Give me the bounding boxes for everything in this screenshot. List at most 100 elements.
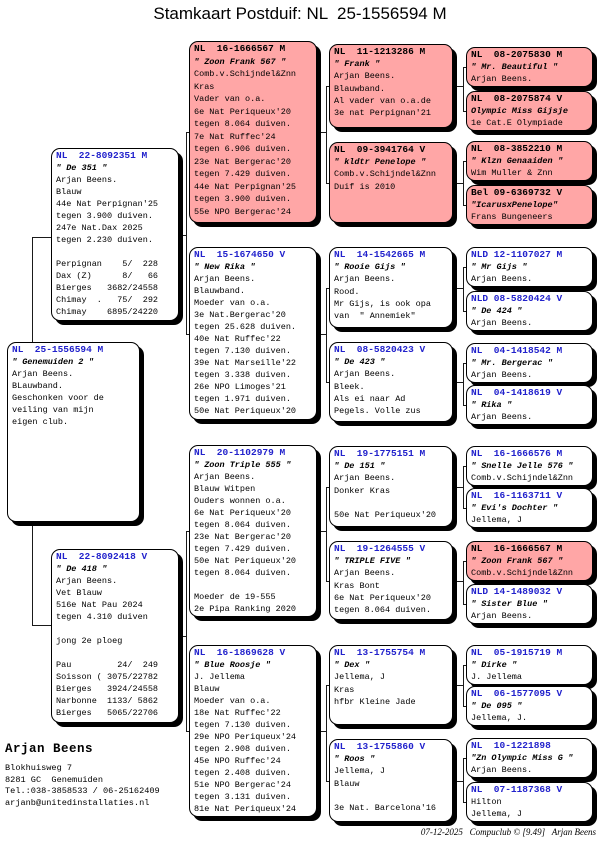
ring-number: NLD 08-5820424 V xyxy=(471,293,563,304)
connector-line xyxy=(186,531,189,533)
bird-info-line: BLauwband. xyxy=(12,381,64,391)
great-great-grandparent-box-15: NL 10-1221898 "Zn Olympic Miss G " Arjan B… xyxy=(466,738,593,778)
connector-line xyxy=(462,466,466,468)
bird-info-line: Al vader van o.a.de xyxy=(334,95,431,106)
bird-info-line xyxy=(56,246,175,258)
bird-info-line: Perpignan 5/ 228 xyxy=(56,259,159,269)
connector-line xyxy=(325,287,327,382)
bird-info-line: Als ei naar Ad xyxy=(334,393,406,404)
connector-line xyxy=(462,363,466,365)
connector-line xyxy=(325,780,329,782)
bird-info-line: tegen 2.908 duiven. xyxy=(194,744,291,754)
connector-line xyxy=(179,234,186,236)
great-great-grandparent-box-1: NL 08-2075830 M " Mr. Beautiful " Arjan Be… xyxy=(466,47,593,87)
bird-info-line: Chimay 6895/24220 xyxy=(56,307,159,317)
ring-number: NL 08-2075830 M xyxy=(471,49,563,60)
great-great-grandparent-box-10: NL 16-1163711 V " Evi's Dochter " Jellema,… xyxy=(466,488,593,528)
bird-info-line: Bleek. xyxy=(334,381,365,392)
footer-credit: 07-12-2025 Compuclub © [9.49] Arjan Been… xyxy=(420,827,596,837)
bird-name: " Mr Gijs " xyxy=(471,262,528,272)
bird-info-line: tegen 3.131 duiven. xyxy=(194,792,291,802)
bird-info-line: veiling van mijn xyxy=(12,405,94,415)
owner-address: Blokhuisweg 7 8281 GC Genemuiden Tel.:038-… xyxy=(5,763,160,809)
bird-info-line: Arjan Beens. xyxy=(334,274,396,285)
bird-info-line: Arjan Beens. xyxy=(334,369,396,380)
bird-info-line: tegen 25.628 duiven. xyxy=(194,322,297,332)
bird-info-line: 2e Pipa Ranking 2020 xyxy=(194,604,297,614)
bird-name: " Dirke " xyxy=(471,660,517,670)
bird-name: " Frank " xyxy=(334,59,380,70)
great-grandparent-box-2: NL 09-3941764 V " kldtr Penelope " Comb.v.… xyxy=(329,142,453,223)
connector-line xyxy=(317,731,326,733)
bird-info-line: Bierges 3682/24558 xyxy=(56,283,159,293)
bird-info-line: 45e NPO Ruffec'24 xyxy=(194,756,281,766)
bird-info-line: 3e Nat. Barcelona'16 xyxy=(334,803,437,814)
bird-info-line: Ouders wonnen o.a. xyxy=(194,496,286,506)
bird-info-line: 50e Nat Periqueux'20 xyxy=(194,556,297,566)
bird-name: " Dex " xyxy=(334,660,370,671)
bird-info-line xyxy=(194,579,313,591)
connector-line xyxy=(462,706,466,708)
bird-info-line: Dax (Z) 8/ 66 xyxy=(56,271,159,281)
bird-name: " Blue Roosje " xyxy=(194,660,271,670)
bird-info-line: Bierges 3924/24558 xyxy=(56,684,159,694)
bird-name: " kldtr Penelope " xyxy=(334,157,426,168)
ring-number: NL 25-1556594 M xyxy=(12,344,104,355)
parent-box-2: NL 22-8092418 V " De 418 " Arjan Beens. Vet… xyxy=(51,549,179,723)
connector-line xyxy=(462,67,464,111)
connector-line xyxy=(462,405,466,407)
bird-name: " Mr. Bergerac " xyxy=(471,358,553,368)
great-great-grandparent-box-4: Bel 09-6369732 V "IcarusxPenelope" Frans B… xyxy=(466,185,593,225)
connector-line xyxy=(186,132,189,134)
connector-line xyxy=(453,287,463,289)
connector-line xyxy=(453,86,463,88)
bird-name: " De 423 " xyxy=(334,357,386,368)
ring-number: NL 09-3941764 V xyxy=(334,144,426,155)
ring-number: NL 19-1775151 M xyxy=(334,448,426,459)
bird-info-line: Bierges 5065/22706 xyxy=(56,708,159,718)
bird-info-line: Arjan Beens. xyxy=(471,765,533,775)
connector-line xyxy=(325,486,327,581)
ring-number: NL 13-1755754 M xyxy=(334,647,426,658)
bird-name: Olympic Miss Gijsje xyxy=(471,106,568,116)
bird-info-line: 18e Nat Ruffec'22 xyxy=(194,708,281,718)
bird-info-line: tegen 3.900 duiven. xyxy=(194,194,291,204)
bird-info-line: 247e Nat.Dax 2025 xyxy=(56,223,143,233)
bird-info-line: Moeder van o.a. xyxy=(194,696,271,706)
connector-line xyxy=(462,363,464,405)
bird-info-line: Arjan Beens. xyxy=(334,71,396,82)
connector-line xyxy=(462,604,466,606)
bird-info-line: van " Annemiek" xyxy=(334,311,416,322)
bird-info-line: Arjan Beens. xyxy=(471,412,533,422)
bird-info-line: Vader van o.a. xyxy=(194,94,266,104)
connector-line xyxy=(453,182,463,184)
bird-info-line: Kras Bont xyxy=(334,580,380,591)
bird-info-line: tegen 7.429 duiven. xyxy=(194,544,291,554)
connector-line xyxy=(462,561,466,563)
connector-line xyxy=(462,802,466,804)
bird-info-line: 81e Nat Periqueux'24 xyxy=(194,804,297,814)
bird-info-line: 6e Nat Periqueux'20 xyxy=(194,508,291,518)
ring-number: NL 19-1264555 V xyxy=(334,543,426,554)
great-grandparent-box-8: NL 13-1755860 V " Roos " Jellema, J Blauw 3… xyxy=(329,739,453,822)
connector-line xyxy=(325,580,329,582)
bird-info-line: Comb.v.Schijndel&Znn xyxy=(334,169,437,180)
bird-info-line: 516e Nat Pau 2024 xyxy=(56,600,143,610)
bird-info-line: Chimay . 75/ 292 xyxy=(56,295,159,305)
connector-line xyxy=(453,382,463,384)
bird-info-line: Arjan Beens. xyxy=(194,472,256,482)
bird-info-line: Comb.v.Schijndel&Znn xyxy=(471,473,574,483)
bird-name: " Klzn Genaaiden " xyxy=(471,156,563,166)
bird-info-line: 51e NPO Bergerac'24 xyxy=(194,780,291,790)
bird-name: " De 424 " xyxy=(471,306,523,316)
bird-info-line: Vet Blauw xyxy=(56,588,102,598)
connector-line xyxy=(462,466,464,508)
ring-number: NL 15-1674650 V xyxy=(194,249,286,260)
bird-name: " De 351 " xyxy=(56,163,108,173)
bird-info-line: Hilton xyxy=(471,797,502,807)
great-great-grandparent-box-9: NL 16-1666576 M " Snelle Jelle 576 " Comb.… xyxy=(466,446,593,486)
bird-info-line: Arjan Beens. xyxy=(56,175,118,185)
connector-line xyxy=(462,758,464,802)
great-great-grandparent-box-13: NL 05-1915719 M " Dirke " J. Jellema xyxy=(466,645,593,685)
